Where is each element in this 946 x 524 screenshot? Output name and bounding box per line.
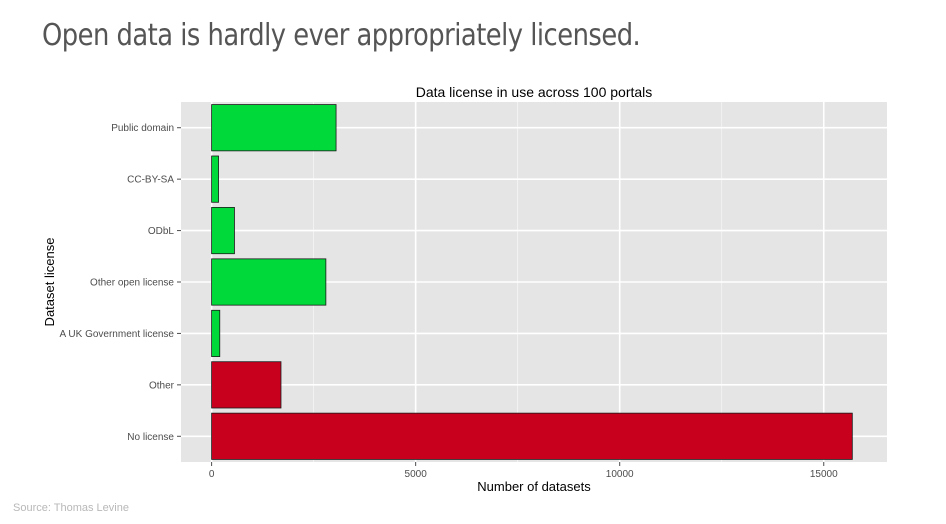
gridlines bbox=[181, 102, 887, 462]
bar bbox=[211, 361, 282, 409]
bars bbox=[211, 104, 853, 460]
x-tick-label: 5000 bbox=[405, 469, 428, 480]
x-tick-label: 15000 bbox=[810, 469, 838, 480]
bar bbox=[211, 258, 327, 306]
bar bbox=[211, 412, 853, 460]
y-tick-label: ODbL bbox=[148, 226, 175, 237]
slide-title: Open data is hardly ever appropriately l… bbox=[42, 18, 641, 53]
bar bbox=[211, 309, 221, 357]
chart-title: Data license in use across 100 portals bbox=[416, 84, 653, 100]
x-axis: 0 5000 10000 15000 bbox=[209, 462, 838, 480]
x-tick-label: 0 bbox=[209, 469, 215, 480]
y-axis-title: Dataset license bbox=[42, 238, 57, 327]
y-tick-label: A UK Government license bbox=[60, 329, 175, 340]
y-tick-label: Other bbox=[149, 380, 175, 391]
y-tick-label: Other open license bbox=[90, 278, 174, 289]
x-tick-label: 10000 bbox=[606, 469, 634, 480]
y-tick-label: Public domain bbox=[111, 123, 174, 134]
source-note: Source: Thomas Levine bbox=[13, 502, 129, 514]
bar bbox=[211, 155, 219, 203]
bar bbox=[211, 207, 235, 255]
y-tick-label: CC-BY-SA bbox=[127, 175, 174, 186]
x-axis-title: Number of datasets bbox=[477, 479, 591, 494]
y-axis: Public domain CC-BY-SA ODbL Other open lice… bbox=[60, 123, 181, 443]
bar bbox=[211, 104, 337, 152]
y-tick-label: No license bbox=[127, 432, 174, 443]
